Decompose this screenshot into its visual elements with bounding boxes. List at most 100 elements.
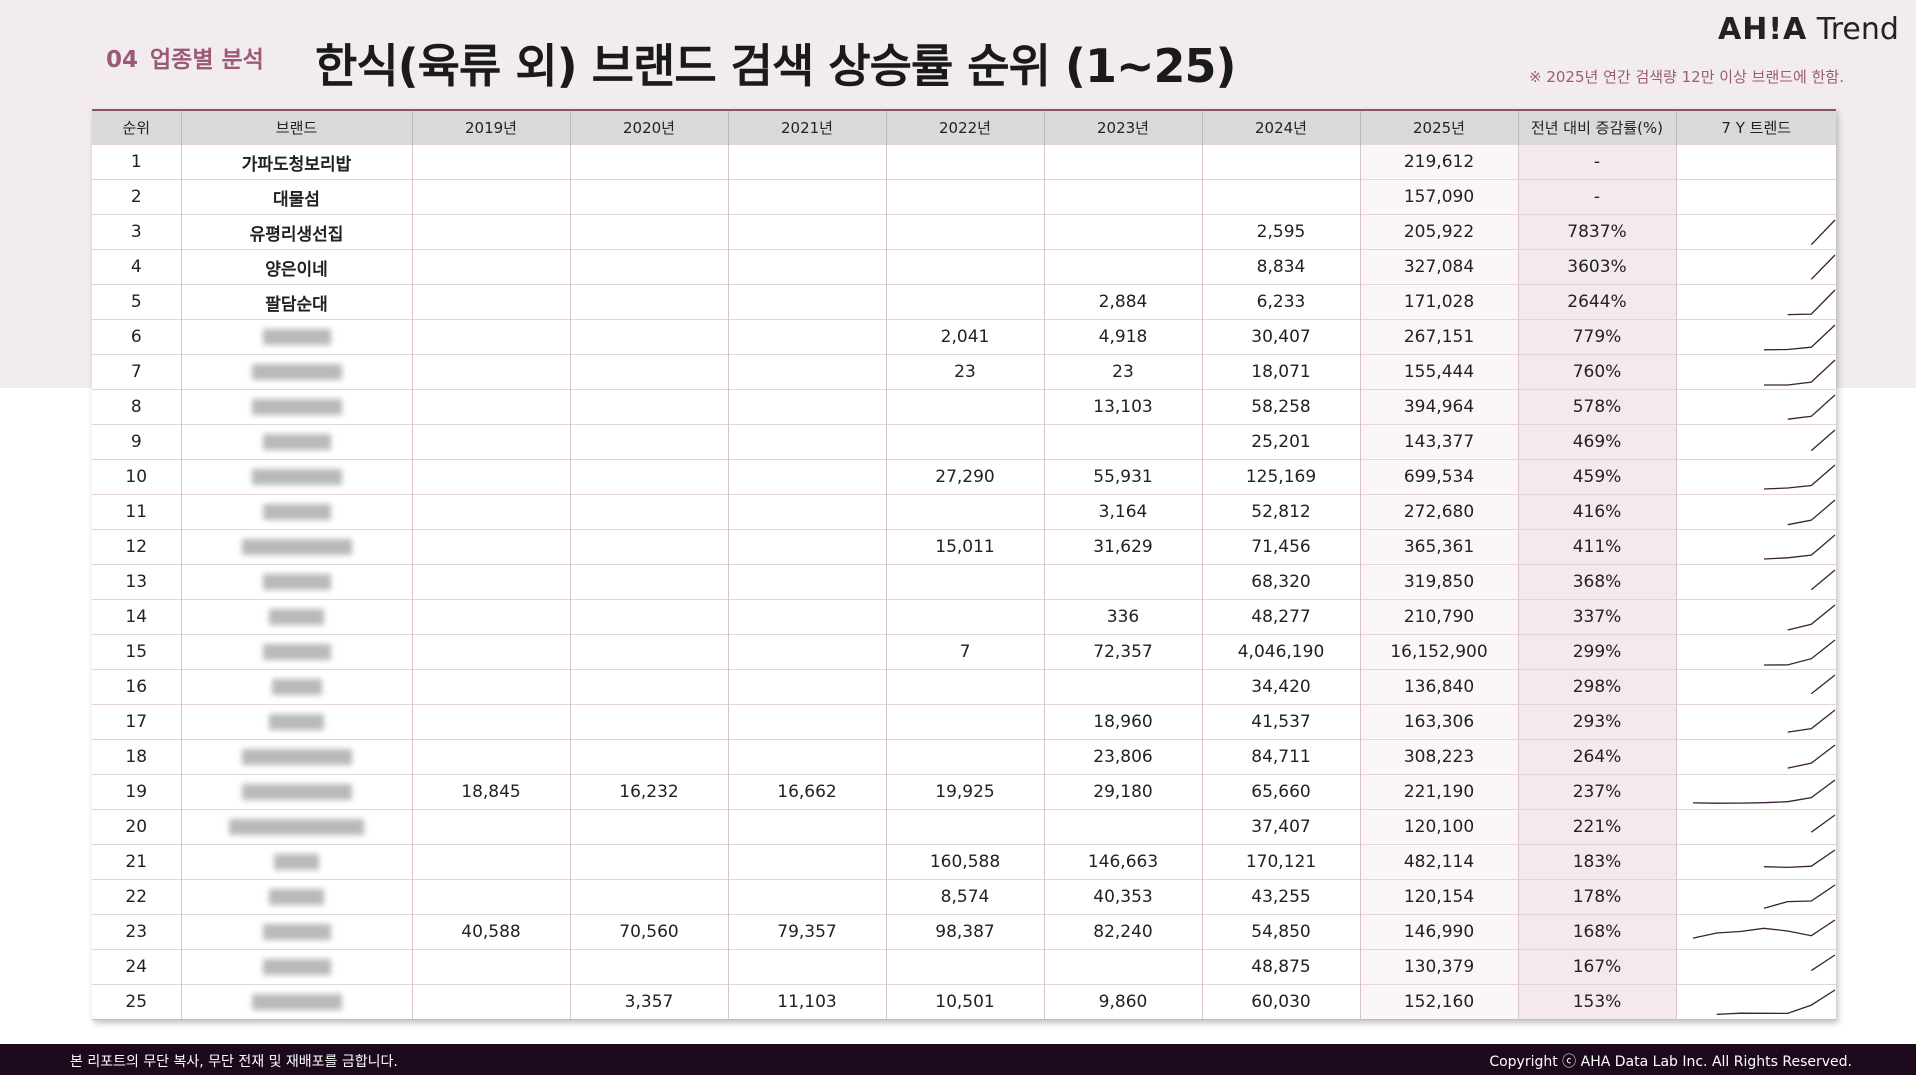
value-cell: 40,353 xyxy=(1043,879,1202,915)
table-row: 11 3,164 52,812 272,680 416% xyxy=(92,494,1836,530)
redacted-brand xyxy=(241,539,352,555)
sparkline xyxy=(1810,254,1835,280)
table-row: 14 336 48,277 210,790 337% xyxy=(92,599,1836,635)
value-cell xyxy=(411,284,570,320)
trend-cell xyxy=(1675,494,1836,530)
value-cell: 65,660 xyxy=(1201,774,1360,810)
value-cell xyxy=(569,739,728,775)
value-cell xyxy=(1043,249,1202,285)
value-cell xyxy=(1201,179,1360,215)
growth-rate-cell: 153% xyxy=(1517,984,1676,1020)
value-cell xyxy=(411,809,570,845)
table-row: 7 23 23 18,071 155,444 760% xyxy=(92,354,1836,390)
sparkline-path xyxy=(1787,709,1835,733)
growth-rate-cell: 7837% xyxy=(1517,214,1676,250)
table-row: 21 160,588 146,663 170,121 482,114 183% xyxy=(92,844,1836,880)
table-row: 2 대물섬 157,090- xyxy=(92,179,1836,215)
value-cell: 7 xyxy=(885,634,1044,670)
growth-rate-cell: 264% xyxy=(1517,739,1676,775)
growth-rate-cell: 168% xyxy=(1517,914,1676,950)
brand-cell: 양은이네 xyxy=(180,249,412,285)
footer-bar: 본 리포트의 무단 복사, 무단 전재 및 재배포를 금합니다. Copyrig… xyxy=(0,1044,1916,1075)
value-cell xyxy=(1043,949,1202,985)
rank-cell: 8 xyxy=(92,389,181,425)
value-cell xyxy=(727,844,886,880)
table-row: 19 18,845 16,232 16,662 19,925 29,180 65,660 22… xyxy=(92,774,1836,810)
rank-cell: 23 xyxy=(92,914,181,950)
value-cell: 29,180 xyxy=(1043,774,1202,810)
sparkline-path xyxy=(1810,814,1835,833)
rank-cell: 11 xyxy=(92,494,181,530)
value-cell: 23,806 xyxy=(1043,739,1202,775)
trend-cell xyxy=(1675,144,1836,180)
value-cell xyxy=(411,354,570,390)
value-cell: 13,103 xyxy=(1043,389,1202,425)
value-cell xyxy=(411,214,570,250)
growth-rate-cell: 578% xyxy=(1517,389,1676,425)
sparkline-path xyxy=(1810,254,1835,280)
brand-cell xyxy=(180,774,412,810)
rank-cell: 7 xyxy=(92,354,181,390)
table-row: 1 가파도청보리밥 219,612- xyxy=(92,144,1836,180)
column-header: 2023년 xyxy=(1043,110,1202,145)
value-cell xyxy=(885,284,1044,320)
value-cell xyxy=(411,389,570,425)
growth-rate-cell: 299% xyxy=(1517,634,1676,670)
redacted-brand xyxy=(262,434,331,450)
value-cell xyxy=(885,494,1044,530)
column-header: 브랜드 xyxy=(180,110,412,145)
growth-rate-cell: 368% xyxy=(1517,564,1676,600)
trend-cell xyxy=(1675,249,1836,285)
value-cell: 146,990 xyxy=(1359,914,1518,950)
value-cell xyxy=(885,739,1044,775)
column-header: 2020년 xyxy=(569,110,728,145)
brand-cell xyxy=(180,739,412,775)
value-cell xyxy=(885,214,1044,250)
brand-cell xyxy=(180,459,412,495)
brand-cell: 유평리생선집 xyxy=(180,214,412,250)
value-cell xyxy=(411,844,570,880)
brand-cell xyxy=(180,984,412,1020)
value-cell xyxy=(569,529,728,565)
rank-cell: 5 xyxy=(92,284,181,320)
value-cell xyxy=(569,144,728,180)
value-cell xyxy=(411,424,570,460)
growth-rate-cell: 293% xyxy=(1517,704,1676,740)
sparkline-path xyxy=(1763,534,1835,560)
sparkline xyxy=(1810,429,1835,452)
brand-cell xyxy=(180,424,412,460)
redacted-brand xyxy=(251,994,342,1010)
value-cell: 143,377 xyxy=(1359,424,1518,460)
redacted-brand xyxy=(269,609,324,625)
rank-cell: 12 xyxy=(92,529,181,565)
sparkline-path xyxy=(1787,289,1835,316)
table-body: 1 가파도청보리밥 219,612- 2 대물섬 157,090- 3 유평리생선집 2,595… xyxy=(92,144,1836,1020)
trend-cell xyxy=(1675,564,1836,600)
rank-cell: 3 xyxy=(92,214,181,250)
redacted-brand xyxy=(269,889,324,905)
value-cell: 272,680 xyxy=(1359,494,1518,530)
trend-cell xyxy=(1675,739,1836,775)
value-cell xyxy=(727,704,886,740)
redacted-brand xyxy=(262,504,331,520)
value-cell: 8,574 xyxy=(885,879,1044,915)
value-cell xyxy=(411,459,570,495)
trend-cell xyxy=(1675,319,1836,355)
table-row: 3 유평리생선집 2,595 205,922 7837% xyxy=(92,214,1836,250)
growth-rate-cell: 760% xyxy=(1517,354,1676,390)
value-cell: 30,407 xyxy=(1201,319,1360,355)
sparkline-path xyxy=(1692,779,1835,804)
brand-cell xyxy=(180,634,412,670)
value-cell: 31,629 xyxy=(1043,529,1202,565)
redacted-brand xyxy=(251,399,342,415)
redacted-brand xyxy=(262,924,331,940)
brand-cell xyxy=(180,564,412,600)
brand-cell xyxy=(180,389,412,425)
growth-rate-cell: 469% xyxy=(1517,424,1676,460)
brand-cell xyxy=(180,529,412,565)
value-cell xyxy=(411,669,570,705)
table-row: 22 8,574 40,353 43,255 120,154 178% xyxy=(92,879,1836,915)
rank-cell: 22 xyxy=(92,879,181,915)
value-cell xyxy=(727,739,886,775)
trend-cell xyxy=(1675,529,1836,565)
